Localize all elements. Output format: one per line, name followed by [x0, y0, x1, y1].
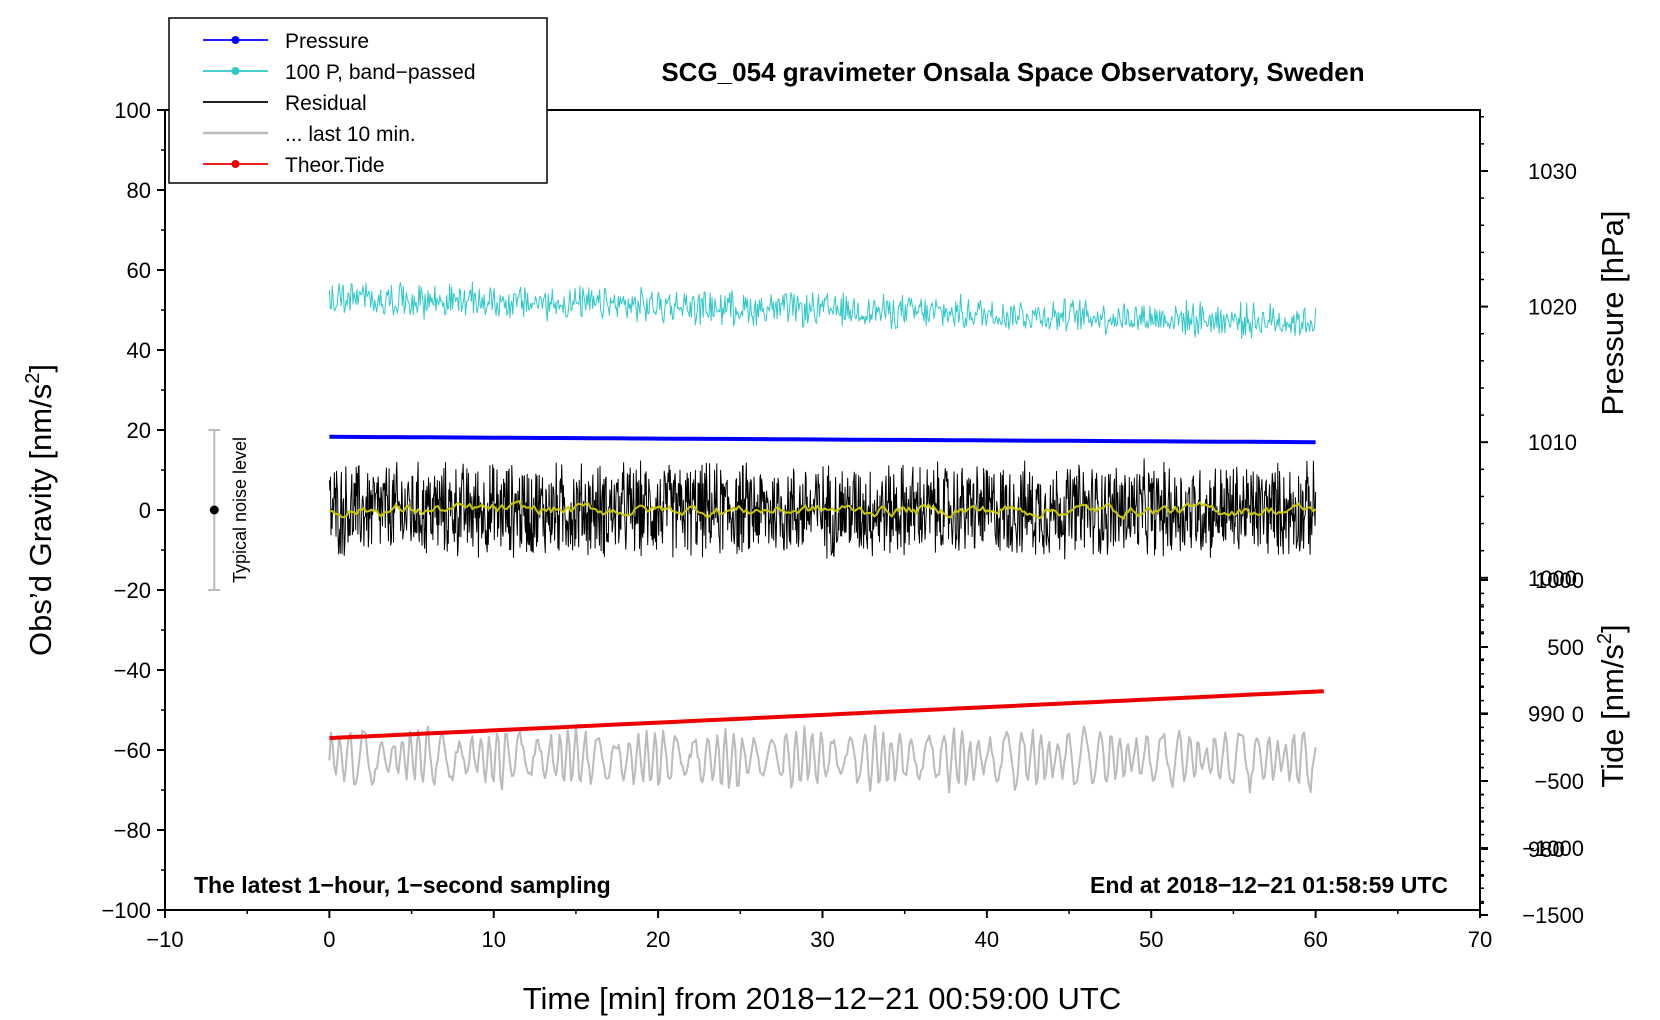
- y-tick-label: −60: [114, 738, 151, 763]
- tide-tick-label: 1000: [1535, 568, 1584, 593]
- y-axis-gravity: 100 80 60 40 20 0 −20 −40 −60 −80 −100: [101, 98, 165, 923]
- y-tick-label: 40: [127, 338, 151, 363]
- pressure-tick-label: 1000: [1528, 566, 1577, 591]
- legend-marker: [231, 36, 240, 44]
- y-tick-label: 20: [127, 418, 151, 443]
- tide-tick-label: −1500: [1522, 903, 1584, 928]
- y-tick-label: −40: [114, 658, 151, 683]
- x-tick-label: −10: [146, 927, 183, 952]
- noise-level-indicator: Typical noise level: [208, 429, 250, 591]
- legend-label: Pressure: [285, 30, 369, 53]
- tide-tick-label: 500: [1547, 635, 1584, 660]
- tide-tick-label: −500: [1534, 769, 1584, 794]
- tide-axis-title: Tide [nm/s2]: [1594, 624, 1630, 787]
- legend-label: Residual: [285, 92, 367, 115]
- series-residual-smoothed: [329, 500, 1317, 520]
- noise-center-dot: [209, 505, 219, 515]
- pressure-tick-label: 980: [1528, 837, 1565, 862]
- legend: Pressure 100 P, band−passed Residual ... la…: [168, 17, 548, 184]
- x-tick-label: 0: [323, 927, 335, 952]
- x-tick-label: 20: [646, 927, 670, 952]
- pressure-axis-title: Pressure [hPa]: [1595, 210, 1630, 415]
- annotation-sampling: The latest 1−hour, 1−second sampling: [194, 872, 611, 898]
- x-tick-label: 30: [810, 927, 834, 952]
- y-tick-label: 80: [127, 178, 151, 203]
- tide-tick-label: −1000: [1522, 836, 1584, 861]
- y-tick-label: −20: [114, 578, 151, 603]
- series-pressure-band-passed: [328, 281, 1317, 339]
- tide-tick-label: 0: [1572, 702, 1584, 727]
- series-theoretical-tide: [329, 689, 1324, 741]
- pressure-tick-label: 1020: [1528, 295, 1577, 320]
- legend-marker: [231, 67, 240, 75]
- y-tick-label: 100: [114, 98, 151, 123]
- legend-box: [168, 17, 548, 184]
- legend-label: 100 P, band−passed: [285, 61, 476, 84]
- x-axis-title: Time [min] from 2018−12−21 00:59:00 UTC: [523, 981, 1122, 1016]
- series-layer: [328, 281, 1324, 794]
- pressure-tick-label: 1010: [1528, 430, 1577, 455]
- legend-label: Theor.Tide: [285, 154, 385, 177]
- pressure-tick-label: 1030: [1528, 159, 1577, 184]
- legend-marker: [231, 160, 240, 168]
- x-tick-label: 50: [1139, 927, 1163, 952]
- x-tick-label: 60: [1303, 927, 1327, 952]
- series-last-10-min: [328, 724, 1317, 794]
- y-tick-label: −80: [114, 818, 151, 843]
- x-tick-label: 70: [1468, 927, 1492, 952]
- y-axis-title: Obs’d Gravity [nm/s2]: [22, 364, 58, 656]
- pressure-tick-label: 990: [1528, 701, 1565, 726]
- x-tick-label: 40: [975, 927, 999, 952]
- series-residual: [328, 458, 1317, 560]
- noise-level-label: Typical noise level: [230, 437, 250, 583]
- chart-title: SCG_054 gravimeter Onsala Space Observat…: [661, 57, 1364, 87]
- y-axis-tide: 1000 500 0 −500 −1000 −1500: [1480, 568, 1584, 928]
- x-axis: −10 0 10 20 30 40 50 60 70: [146, 910, 1492, 952]
- y-tick-label: −100: [101, 898, 151, 923]
- annotation-end-time: End at 2018−12−21 01:58:59 UTC: [1090, 872, 1448, 898]
- y-tick-label: 60: [127, 258, 151, 283]
- legend-label: ... last 10 min.: [285, 123, 416, 146]
- y-axis-pressure: 1030 1020 1010 1000 990 980: [1480, 116, 1577, 904]
- x-tick-label: 10: [482, 927, 506, 952]
- series-pressure: [329, 434, 1316, 445]
- y-tick-label: 0: [139, 498, 151, 523]
